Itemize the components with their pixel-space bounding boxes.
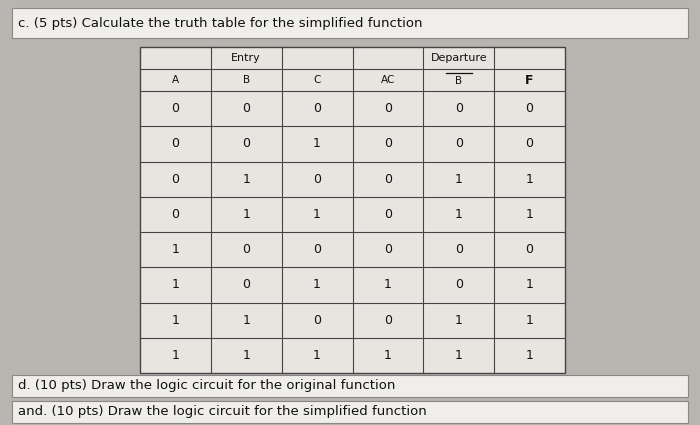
Text: 1: 1	[313, 349, 321, 362]
Text: 1: 1	[526, 278, 533, 292]
Text: 1: 1	[242, 314, 250, 327]
Text: 1: 1	[172, 314, 179, 327]
Text: 0: 0	[172, 137, 179, 150]
Text: 0: 0	[384, 137, 392, 150]
Text: 0: 0	[313, 243, 321, 256]
Text: 0: 0	[313, 102, 321, 115]
FancyBboxPatch shape	[140, 47, 565, 373]
Text: 1: 1	[242, 349, 250, 362]
Text: 0: 0	[172, 173, 179, 186]
Text: 0: 0	[242, 243, 251, 256]
Text: 0: 0	[455, 102, 463, 115]
Text: 1: 1	[313, 208, 321, 221]
Text: 0: 0	[313, 173, 321, 186]
Text: c. (5 pts) Calculate the truth table for the simplified function: c. (5 pts) Calculate the truth table for…	[18, 17, 423, 29]
FancyBboxPatch shape	[12, 8, 688, 38]
Text: 0: 0	[384, 102, 392, 115]
Text: 0: 0	[526, 243, 533, 256]
Text: 0: 0	[172, 102, 179, 115]
Text: 0: 0	[526, 102, 533, 115]
Text: and. (10 pts) Draw the logic circuit for the simplified function: and. (10 pts) Draw the logic circuit for…	[18, 405, 427, 419]
Text: 0: 0	[242, 137, 251, 150]
Text: AC: AC	[381, 75, 395, 85]
Text: 1: 1	[172, 349, 179, 362]
Text: 1: 1	[242, 208, 250, 221]
Text: 0: 0	[384, 314, 392, 327]
Text: 1: 1	[313, 137, 321, 150]
Text: 1: 1	[172, 278, 179, 292]
Text: 1: 1	[455, 349, 463, 362]
FancyBboxPatch shape	[12, 375, 688, 397]
Text: 1: 1	[242, 173, 250, 186]
FancyBboxPatch shape	[12, 401, 688, 423]
Text: 1: 1	[526, 208, 533, 221]
Text: Entry: Entry	[232, 53, 261, 63]
Text: 1: 1	[455, 208, 463, 221]
Text: d. (10 pts) Draw the logic circuit for the original function: d. (10 pts) Draw the logic circuit for t…	[18, 380, 395, 393]
Text: 1: 1	[455, 173, 463, 186]
Text: 0: 0	[384, 208, 392, 221]
Text: 0: 0	[384, 243, 392, 256]
Text: 0: 0	[455, 137, 463, 150]
Text: 0: 0	[526, 137, 533, 150]
Text: 1: 1	[384, 278, 392, 292]
Text: 0: 0	[172, 208, 179, 221]
Text: 1: 1	[526, 349, 533, 362]
Text: 1: 1	[526, 173, 533, 186]
Text: 0: 0	[313, 314, 321, 327]
Text: A: A	[172, 75, 179, 85]
Text: 1: 1	[313, 278, 321, 292]
Text: 1: 1	[455, 314, 463, 327]
Text: 0: 0	[455, 243, 463, 256]
Text: Departure: Departure	[430, 53, 487, 63]
Text: 0: 0	[384, 173, 392, 186]
Text: 1: 1	[526, 314, 533, 327]
Text: 0: 0	[242, 278, 251, 292]
Text: F: F	[525, 74, 534, 87]
Text: 0: 0	[455, 278, 463, 292]
Text: C: C	[314, 75, 321, 85]
Text: B: B	[455, 76, 462, 86]
Text: 1: 1	[172, 243, 179, 256]
Text: 1: 1	[384, 349, 392, 362]
Text: B: B	[243, 75, 250, 85]
Text: 0: 0	[242, 102, 251, 115]
